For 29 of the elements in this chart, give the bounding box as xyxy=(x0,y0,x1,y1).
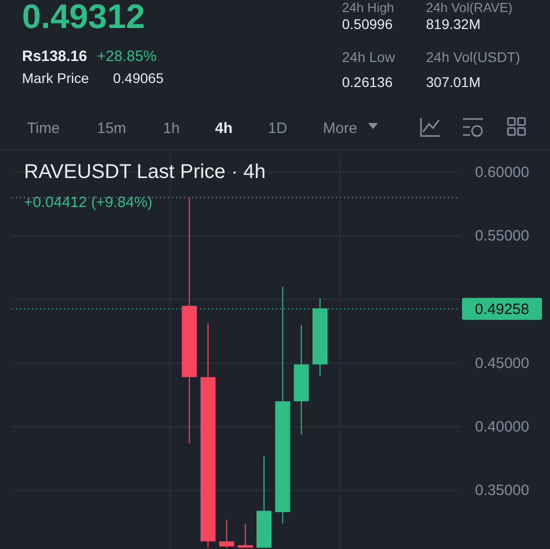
text: 0.26136 xyxy=(342,74,393,90)
chart-title: RAVEUSDT Last Price · 4h xyxy=(24,161,266,183)
text: 24h Vol(USDT) xyxy=(426,49,520,65)
text: Rs138.16 xyxy=(22,48,88,65)
text: 0.50996 xyxy=(342,16,393,32)
candlestick xyxy=(238,523,253,548)
text: 307.01M xyxy=(426,74,480,90)
text: 24h Vol(RAVE) xyxy=(426,0,512,15)
text: 15m xyxy=(97,120,126,137)
y-tick-label: 0.60000 xyxy=(475,164,530,181)
text: +0.04412 (+9.84%) xyxy=(24,194,152,211)
y-tick-label: 0.35000 xyxy=(475,482,530,500)
text: 4h xyxy=(215,120,233,137)
y-tick-label: 0.45000 xyxy=(475,354,530,372)
y-tick-label: 0.55000 xyxy=(475,228,530,245)
text: 24h High xyxy=(342,0,394,15)
text: 1h xyxy=(163,120,180,137)
y-tick-label: 0.40000 xyxy=(475,418,530,436)
text: 24h Low xyxy=(342,49,396,65)
text: Mark Price xyxy=(22,70,90,86)
text: 1D xyxy=(268,120,288,137)
text: More xyxy=(323,120,358,137)
text: 0.49065 xyxy=(113,70,164,86)
text: 819.32M xyxy=(426,16,480,32)
candlestick xyxy=(219,519,234,548)
text: +28.85% xyxy=(97,48,157,65)
text: Time xyxy=(27,120,60,137)
ref-line-label: 0.49258 xyxy=(474,301,530,318)
text: 0.49312 xyxy=(22,0,145,36)
